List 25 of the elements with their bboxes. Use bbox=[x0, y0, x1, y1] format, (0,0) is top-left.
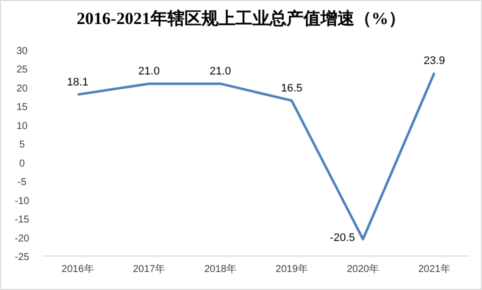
y-tick-label: 10 bbox=[16, 120, 28, 132]
x-tick-label: 2018年 bbox=[204, 263, 236, 275]
y-tick-label: 20 bbox=[16, 83, 28, 94]
data-label: 21.0 bbox=[138, 66, 160, 78]
y-tick-label: -20 bbox=[14, 233, 30, 244]
y-tick-label: -10 bbox=[14, 196, 30, 207]
y-tick-label: 15 bbox=[16, 102, 28, 114]
x-tick-label: 2019年 bbox=[276, 263, 308, 275]
x-tick-label: 2016年 bbox=[62, 263, 94, 275]
data-label: 21.0 bbox=[210, 66, 232, 78]
y-tick-label: 30 bbox=[16, 46, 28, 57]
y-tick-label: 5 bbox=[19, 140, 26, 151]
data-label: 18.1 bbox=[66, 76, 88, 89]
data-label: -20.5 bbox=[330, 232, 355, 244]
y-tick-label: 25 bbox=[16, 64, 28, 76]
chart-title: 2016-2021年辖区规上工业总产值增速（%） bbox=[76, 9, 406, 28]
data-label: 23.9 bbox=[424, 54, 446, 67]
y-tick-label: -15 bbox=[14, 214, 30, 226]
y-tick-label: 0 bbox=[19, 158, 26, 170]
y-tick-label: -5 bbox=[18, 177, 27, 188]
x-tick-label: 2017年 bbox=[132, 263, 166, 275]
x-tick-label: 2021年 bbox=[418, 263, 450, 275]
y-tick-label: -25 bbox=[14, 252, 30, 263]
data-label: 16.5 bbox=[280, 82, 302, 95]
x-tick-label: 2020年 bbox=[346, 263, 380, 275]
